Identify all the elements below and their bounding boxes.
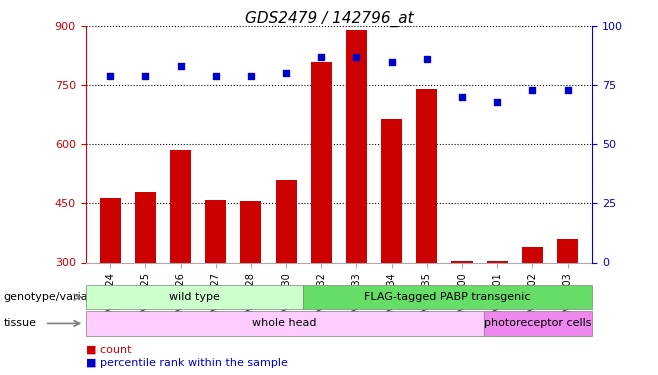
Text: whole head: whole head xyxy=(252,318,317,328)
Point xyxy=(316,54,326,60)
Bar xyxy=(417,89,438,262)
Point xyxy=(457,94,467,100)
Text: FLAG-tagged PABP transgenic: FLAG-tagged PABP transgenic xyxy=(364,292,531,302)
Point xyxy=(422,56,432,62)
Text: wild type: wild type xyxy=(168,292,220,302)
Bar xyxy=(451,261,472,262)
Text: photoreceptor cells: photoreceptor cells xyxy=(484,318,592,328)
Point xyxy=(245,73,256,79)
Bar xyxy=(557,239,578,262)
Point xyxy=(527,87,538,93)
Bar xyxy=(205,200,226,262)
Point xyxy=(563,87,573,93)
Text: genotype/variation: genotype/variation xyxy=(3,292,109,302)
Bar xyxy=(135,192,156,262)
Bar xyxy=(311,62,332,262)
Point xyxy=(175,63,186,69)
Bar xyxy=(487,261,508,262)
Text: tissue: tissue xyxy=(3,318,36,328)
Bar xyxy=(99,198,120,262)
Bar xyxy=(346,30,367,262)
Point xyxy=(105,73,115,79)
Point xyxy=(386,58,397,64)
Point xyxy=(211,73,221,79)
Bar xyxy=(276,180,297,262)
Bar xyxy=(170,150,191,262)
Text: GDS2479 / 142796_at: GDS2479 / 142796_at xyxy=(245,11,413,27)
Bar xyxy=(381,119,402,262)
Point xyxy=(281,70,291,76)
Point xyxy=(140,73,151,79)
Point xyxy=(492,99,503,105)
Point xyxy=(351,54,362,60)
Text: ■ percentile rank within the sample: ■ percentile rank within the sample xyxy=(86,357,288,368)
Bar xyxy=(522,247,543,262)
Bar xyxy=(240,201,261,262)
Text: ■ count: ■ count xyxy=(86,344,131,354)
